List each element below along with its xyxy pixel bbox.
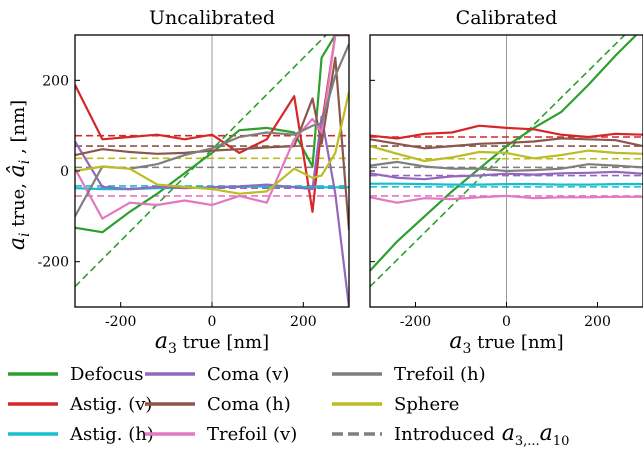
legend-item: Astig. (h)	[8, 424, 154, 445]
legend-item: Sphere	[332, 394, 459, 415]
series-line-astig-v	[370, 124, 643, 140]
series-line-coma-v	[75, 115, 349, 307]
panel-calibrated: Calibrated -200 0 200 a3 true [nm]	[369, 7, 643, 357]
x-axis-label: a3 true [nm]	[449, 329, 563, 357]
panel-uncalibrated: Uncalibrated -200 0 200 -200 0 200 a3 true [nm]	[38, 7, 350, 357]
legend-label: Introduced a3,...a10	[394, 421, 569, 449]
legend-item: Astig. (v)	[8, 394, 152, 415]
legend-label: Trefoil (h)	[394, 364, 486, 385]
x-tick-label: 200	[290, 314, 317, 330]
x-tick-label: -200	[400, 314, 431, 330]
series-line-coma-h	[370, 137, 643, 150]
legend-label: Trefoil (v)	[207, 424, 297, 445]
legend-label: Astig. (v)	[69, 394, 152, 415]
series-line-astig-h	[370, 182, 643, 186]
y-tick-label: 0	[60, 164, 69, 180]
legend-item: Trefoil (v)	[145, 424, 297, 445]
x-tick-label: 0	[502, 314, 511, 330]
x-tick-label: 0	[208, 314, 217, 330]
series-line-sphere	[75, 91, 349, 195]
y-tick-label: 200	[42, 73, 69, 89]
series-line-sphere	[370, 145, 643, 163]
x-tick-label: 200	[584, 314, 611, 330]
series-line-trefoil-v	[370, 194, 643, 204]
series-line-trefoil-h	[370, 160, 643, 173]
legend: Defocus Astig. (v) Astig. (h) Coma (v) Coma …	[8, 364, 569, 449]
x-axis-label: a3 true [nm]	[155, 329, 269, 357]
chart-title: Uncalibrated	[149, 7, 275, 29]
legend-label: Defocus	[70, 364, 144, 385]
series-line-coma-v	[370, 170, 643, 181]
legend-item: Defocus	[8, 364, 144, 385]
chart-title: Calibrated	[456, 7, 558, 29]
series-line-defocus	[370, 35, 638, 272]
x-tick-label: -200	[105, 314, 136, 330]
series-line-trefoil-v	[75, 35, 349, 220]
legend-label: Sphere	[394, 394, 459, 415]
legend-item: Trefoil (h)	[332, 364, 486, 385]
introduced-line-defocus	[370, 35, 626, 288]
legend-item: Coma (v)	[145, 364, 289, 385]
legend-label: Coma (v)	[207, 364, 289, 385]
legend-label: Astig. (h)	[69, 424, 154, 445]
y-tick-label: -200	[38, 255, 69, 271]
series-line-defocus	[75, 35, 349, 234]
legend-label: Coma (h)	[207, 394, 291, 415]
series-line-coma-h	[75, 56, 349, 230]
y-axis-label: ai true, âi , [nm]	[5, 100, 33, 250]
legend-item: Introduced a3,...a10	[332, 421, 569, 449]
legend-item: Coma (h)	[145, 394, 291, 415]
